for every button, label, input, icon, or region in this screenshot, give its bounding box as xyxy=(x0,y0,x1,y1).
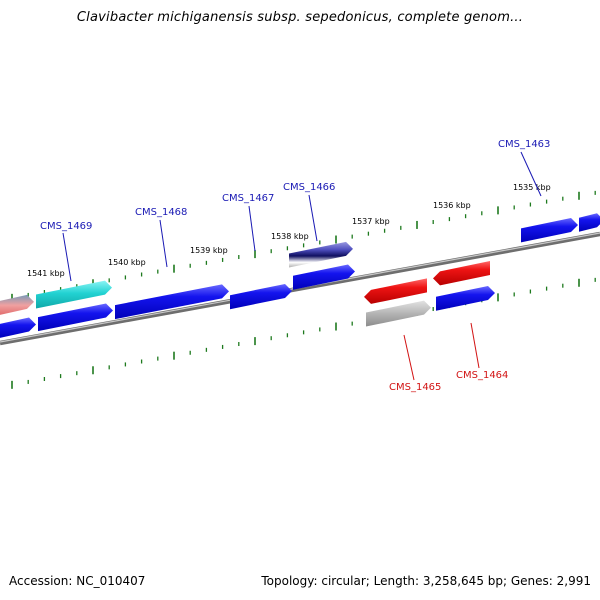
gene-arrow-cms-1464b[interactable] xyxy=(436,286,495,311)
leader-line xyxy=(308,194,318,242)
leader-line xyxy=(159,219,168,268)
gene-leader-lines xyxy=(62,151,542,381)
gene-label-cms-1468[interactable]: CMS_1468 xyxy=(135,207,187,218)
gene-label-cms-1464[interactable]: CMS_1464 xyxy=(456,370,508,381)
kbp-label: 1536 kbp xyxy=(433,201,471,210)
gene-arrow-cms-1466b[interactable] xyxy=(293,264,355,290)
topology-summary: Topology: circular; Length: 3,258,645 bp… xyxy=(261,574,591,588)
kbp-label: 1537 kbp xyxy=(352,217,390,226)
map-title: Clavibacter michiganensis subsp. sepedon… xyxy=(76,10,524,25)
leader-line xyxy=(520,151,542,197)
gene-arrow-cms-1468[interactable] xyxy=(115,284,229,320)
accession-text: Accession: NC_010407 xyxy=(9,574,146,588)
gene-arrow-cms-1463[interactable] xyxy=(521,217,578,243)
kbp-labels: 1535 kbp 1536 kbp 1537 kbp 1538 kbp 1539… xyxy=(27,183,551,278)
gene-arrow-cms-1464[interactable] xyxy=(433,260,490,286)
gene-arrow[interactable] xyxy=(0,317,36,338)
gene-labels: CMS_1463 CMS_1466 CMS_1467 CMS_1468 CMS_… xyxy=(40,139,550,393)
gene-label-cms-1467[interactable]: CMS_1467 xyxy=(222,193,274,204)
gene-label-cms-1469[interactable]: CMS_1469 xyxy=(40,221,92,232)
gene-arrow-cms-1465[interactable] xyxy=(364,278,427,304)
gene-arrow[interactable] xyxy=(0,294,34,316)
gene-arrow-cms-1469b[interactable] xyxy=(38,303,113,332)
leader-line xyxy=(248,205,256,252)
gene-track xyxy=(0,213,600,338)
leader-line xyxy=(403,334,415,381)
kbp-label: 1540 kbp xyxy=(108,258,146,267)
leader-line xyxy=(470,322,480,369)
gene-arrow-cms-1466[interactable] xyxy=(289,241,353,268)
tick-track xyxy=(11,190,596,389)
topology-text: Topology: circular; Length: 3,258,645 bp… xyxy=(261,574,591,588)
kbp-label: 1539 kbp xyxy=(190,246,228,255)
gene-label-cms-1466[interactable]: CMS_1466 xyxy=(283,182,335,193)
gene-arrow-cms-1465b[interactable] xyxy=(366,300,431,327)
leader-line xyxy=(62,232,72,282)
kbp-label: 1535 kbp xyxy=(513,183,551,192)
gene-label-cms-1465[interactable]: CMS_1465 xyxy=(389,382,441,393)
gene-arrow-cms-1467[interactable] xyxy=(230,283,292,310)
gene-arrow[interactable] xyxy=(579,213,600,232)
gene-label-cms-1463[interactable]: CMS_1463 xyxy=(498,139,550,150)
kbp-label: 1541 kbp xyxy=(27,269,65,278)
kbp-label: 1538 kbp xyxy=(271,232,309,241)
gene-arrow-cms-1469[interactable] xyxy=(36,280,112,309)
